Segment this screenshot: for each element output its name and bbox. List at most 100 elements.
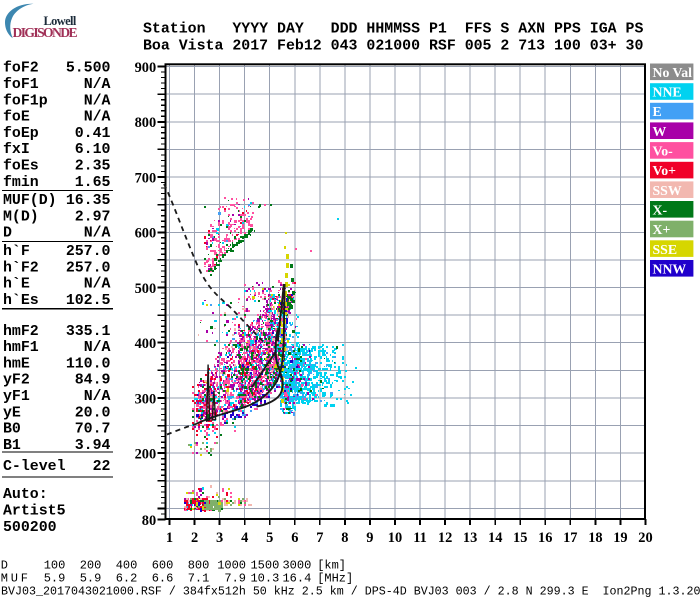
svg-text:1.65: 1.65 (75, 175, 111, 191)
svg-text:400: 400 (135, 336, 157, 352)
svg-text:300: 300 (135, 391, 157, 407)
svg-text:84.9: 84.9 (75, 373, 111, 389)
svg-text:h`F2: h`F2 (3, 260, 39, 276)
svg-text:14: 14 (488, 530, 502, 546)
svg-text:fmin: fmin (3, 175, 39, 191)
svg-text:7: 7 (316, 530, 323, 546)
svg-text:h`Es: h`Es (3, 293, 39, 309)
svg-text:2.35: 2.35 (75, 159, 111, 175)
svg-text:C-level: C-level (3, 459, 66, 475)
svg-text:7.1: 7.1 (188, 571, 210, 585)
svg-text:Vo+: Vo+ (653, 163, 677, 178)
svg-text:12: 12 (438, 530, 452, 546)
svg-text:NNE: NNE (653, 85, 682, 100)
svg-text:15: 15 (513, 530, 527, 546)
svg-text:E: E (653, 104, 662, 119)
svg-text:fxI: fxI (3, 142, 30, 158)
svg-text:500: 500 (135, 281, 157, 297)
svg-text:DIGISONDE: DIGISONDE (13, 25, 78, 40)
svg-text:800: 800 (135, 115, 157, 131)
svg-text:4: 4 (241, 530, 248, 546)
svg-text:80: 80 (142, 513, 156, 529)
svg-text:16.35: 16.35 (66, 193, 111, 209)
svg-text:800: 800 (188, 558, 210, 572)
svg-text:200: 200 (80, 558, 102, 572)
svg-text:8: 8 (341, 530, 348, 546)
svg-text:700: 700 (135, 170, 157, 186)
svg-text:20: 20 (638, 530, 652, 546)
svg-text:257.0: 257.0 (66, 244, 111, 260)
svg-text:h`F: h`F (3, 244, 30, 260)
svg-text:5: 5 (266, 530, 273, 546)
svg-text:D: D (3, 226, 12, 242)
svg-text:0.41: 0.41 (75, 126, 111, 142)
svg-text:X-: X- (653, 202, 668, 217)
svg-text:N/A: N/A (84, 110, 111, 126)
svg-text:foEp: foEp (3, 126, 39, 142)
svg-text:Station YYYY DAY DDD HHMMS: Station YYYY DAY DDD HHMMSS P1 FFS S AXN… (143, 21, 643, 37)
svg-text:1: 1 (166, 530, 173, 546)
svg-text:257.0: 257.0 (66, 260, 111, 276)
svg-text:B1: B1 (3, 438, 21, 454)
svg-text:335.1: 335.1 (66, 324, 111, 340)
svg-text:N/A: N/A (84, 389, 111, 405)
svg-text:200: 200 (135, 447, 157, 463)
svg-text:18: 18 (588, 530, 602, 546)
svg-text:hmF2: hmF2 (3, 324, 39, 340)
svg-text:16.4: 16.4 (282, 571, 311, 585)
svg-text:1000: 1000 (217, 558, 246, 572)
svg-text:2.97: 2.97 (75, 209, 111, 225)
svg-text:[MHz]: [MHz] (317, 571, 353, 585)
svg-text:16: 16 (538, 530, 552, 546)
svg-text:foF1: foF1 (3, 77, 39, 93)
svg-text:2: 2 (191, 530, 198, 546)
svg-text:22: 22 (93, 459, 111, 475)
svg-text:5.500: 5.500 (66, 61, 111, 77)
svg-text:Artist5: Artist5 (3, 504, 66, 520)
svg-text:1500: 1500 (250, 558, 279, 572)
svg-text:70.7: 70.7 (75, 422, 111, 438)
svg-text:900: 900 (135, 60, 157, 76)
svg-text:5.9: 5.9 (44, 571, 66, 585)
svg-text:W: W (653, 124, 667, 139)
svg-text:13: 13 (463, 530, 477, 546)
svg-text:Vo-: Vo- (653, 144, 674, 159)
svg-text:yF1: yF1 (3, 389, 30, 405)
svg-text:100: 100 (44, 558, 66, 572)
svg-text:19: 19 (613, 530, 627, 546)
svg-text:N/A: N/A (84, 340, 111, 356)
svg-text:10: 10 (388, 530, 402, 546)
svg-text:yE: yE (3, 405, 21, 421)
svg-text:BVJ03_2017043021000.RSF / 384f: BVJ03_2017043021000.RSF / 384fx512h 50 k… (1, 585, 700, 599)
svg-text:N/A: N/A (84, 226, 111, 242)
svg-text:11: 11 (413, 530, 427, 546)
svg-text:7.9: 7.9 (224, 571, 246, 585)
svg-text:400: 400 (116, 558, 138, 572)
svg-text:N/A: N/A (84, 277, 111, 293)
svg-text:Auto:: Auto: (3, 487, 48, 503)
svg-text:102.5: 102.5 (66, 293, 111, 309)
svg-text:SSW: SSW (653, 183, 682, 198)
svg-text:No Val: No Val (653, 65, 693, 80)
svg-text:17: 17 (563, 530, 577, 546)
svg-text:3000: 3000 (282, 558, 311, 572)
svg-text:B0: B0 (3, 422, 21, 438)
svg-text:SSE: SSE (653, 242, 678, 257)
svg-text:600: 600 (135, 226, 157, 242)
svg-text:foF1p: foF1p (3, 93, 48, 109)
svg-text:NNW: NNW (653, 261, 687, 276)
svg-text:9: 9 (366, 530, 373, 546)
svg-text:3: 3 (216, 530, 223, 546)
svg-text:Boa Vista 2017 Feb12 043 02100: Boa Vista 2017 Feb12 043 021000 RSF 005 … (143, 38, 643, 54)
svg-text:N/A: N/A (84, 93, 111, 109)
svg-text:6.10: 6.10 (75, 142, 111, 158)
svg-text:20.0: 20.0 (75, 405, 111, 421)
svg-text:110.0: 110.0 (66, 356, 111, 372)
svg-text:M(D): M(D) (3, 209, 39, 225)
svg-text:[km]: [km] (317, 558, 346, 572)
svg-text:foEs: foEs (3, 159, 39, 175)
svg-text:6: 6 (291, 530, 298, 546)
svg-text:500200: 500200 (3, 520, 57, 536)
svg-text:Lowell: Lowell (44, 14, 77, 28)
svg-text:foE: foE (3, 110, 30, 126)
